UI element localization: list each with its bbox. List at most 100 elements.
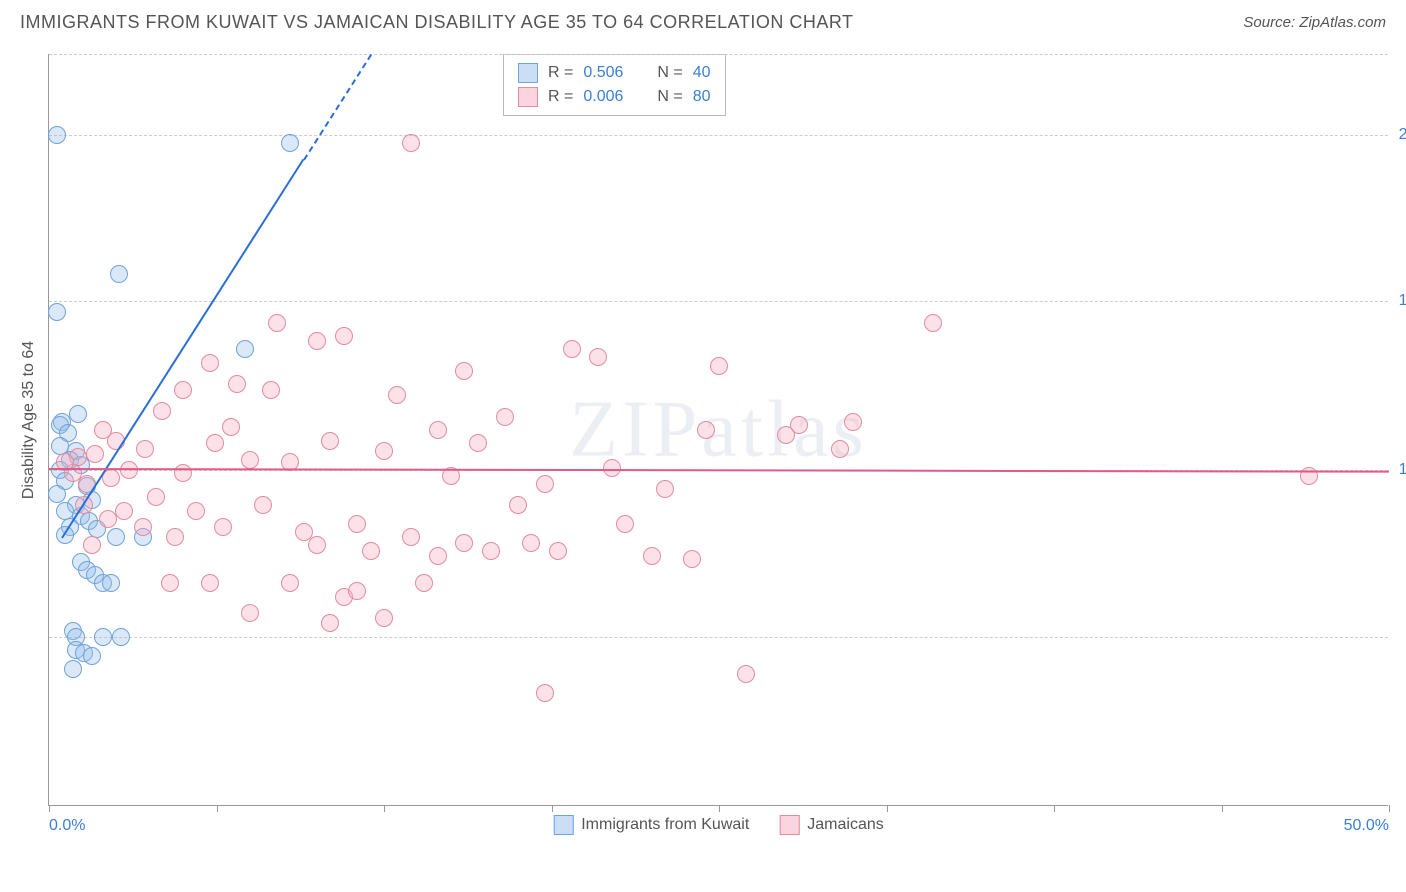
source-prefix: Source: xyxy=(1243,14,1299,31)
data-point xyxy=(48,485,66,503)
x-tick xyxy=(719,805,720,812)
data-point xyxy=(48,126,66,144)
data-point xyxy=(589,348,607,366)
data-point xyxy=(831,440,849,458)
data-point xyxy=(161,574,179,592)
data-point xyxy=(522,534,540,552)
trend-line xyxy=(62,160,305,539)
scatter-chart: ZIPatlas R =0.506N =40R =0.006N =80 Immi… xyxy=(48,54,1388,806)
bottom-legend: Immigrants from Kuwait Jamaicans xyxy=(553,815,884,835)
data-point xyxy=(321,432,339,450)
data-point xyxy=(308,332,326,350)
data-point xyxy=(603,459,621,477)
stats-legend-row: R =0.006N =80 xyxy=(518,85,711,109)
trend-line xyxy=(303,54,372,160)
gridline xyxy=(49,135,1388,136)
data-point xyxy=(64,660,82,678)
legend-swatch xyxy=(518,87,538,107)
data-point xyxy=(308,536,326,554)
data-point xyxy=(469,434,487,452)
data-point xyxy=(924,314,942,332)
data-point xyxy=(112,628,130,646)
data-point xyxy=(710,357,728,375)
data-point xyxy=(134,518,152,536)
data-point xyxy=(549,542,567,560)
data-point xyxy=(402,134,420,152)
gridline xyxy=(49,54,1388,55)
y-tick-label: 12.5% xyxy=(1399,461,1406,479)
stat-r-label: R = xyxy=(548,88,573,106)
data-point xyxy=(102,574,120,592)
data-point xyxy=(94,421,112,439)
data-point xyxy=(241,604,259,622)
data-point xyxy=(1300,467,1318,485)
legend-item: Jamaicans xyxy=(779,815,883,835)
x-tick xyxy=(1222,805,1223,812)
source-attribution: Source: ZipAtlas.com xyxy=(1243,14,1386,31)
data-point xyxy=(83,536,101,554)
data-point xyxy=(429,547,447,565)
x-tick-label: 50.0% xyxy=(1344,817,1389,835)
data-point xyxy=(429,421,447,439)
data-point xyxy=(166,528,184,546)
data-point xyxy=(69,405,87,423)
data-point xyxy=(262,381,280,399)
x-tick xyxy=(887,805,888,812)
data-point xyxy=(110,265,128,283)
legend-item: Immigrants from Kuwait xyxy=(553,815,749,835)
data-point xyxy=(236,340,254,358)
x-tick-label: 0.0% xyxy=(49,817,85,835)
x-tick xyxy=(384,805,385,812)
data-point xyxy=(115,502,133,520)
data-point xyxy=(536,475,554,493)
data-point xyxy=(656,480,674,498)
data-point xyxy=(201,354,219,372)
stat-r-label: R = xyxy=(548,64,573,82)
data-point xyxy=(83,647,101,665)
stat-n-value: 40 xyxy=(693,64,711,82)
data-point xyxy=(482,542,500,560)
y-axis-title: Disability Age 35 to 64 xyxy=(20,341,38,499)
x-tick xyxy=(552,805,553,812)
trend-line xyxy=(49,468,1389,473)
data-point xyxy=(321,614,339,632)
data-point xyxy=(616,515,634,533)
data-point xyxy=(99,510,117,528)
data-point xyxy=(48,303,66,321)
source-name: ZipAtlas.com xyxy=(1299,14,1386,31)
data-point xyxy=(496,408,514,426)
data-point xyxy=(844,413,862,431)
data-point xyxy=(254,496,272,514)
x-tick xyxy=(217,805,218,812)
data-point xyxy=(281,574,299,592)
data-point xyxy=(86,445,104,463)
stat-r-value: 0.006 xyxy=(583,88,623,106)
data-point xyxy=(697,421,715,439)
data-point xyxy=(241,451,259,469)
chart-header: IMMIGRANTS FROM KUWAIT VS JAMAICAN DISAB… xyxy=(0,0,1406,41)
legend-swatch xyxy=(553,815,573,835)
data-point xyxy=(153,402,171,420)
y-tick-label: 25.0% xyxy=(1399,126,1406,144)
data-point xyxy=(214,518,232,536)
gridline xyxy=(49,301,1388,302)
data-point xyxy=(228,375,246,393)
data-point xyxy=(268,314,286,332)
data-point xyxy=(335,327,353,345)
data-point xyxy=(536,684,554,702)
legend-swatch xyxy=(779,815,799,835)
data-point xyxy=(402,528,420,546)
data-point xyxy=(348,582,366,600)
data-point xyxy=(174,464,192,482)
data-point xyxy=(455,362,473,380)
stats-legend-box: R =0.506N =40R =0.006N =80 xyxy=(503,54,726,116)
stat-r-value: 0.506 xyxy=(583,64,623,82)
legend-swatch xyxy=(518,63,538,83)
data-point xyxy=(509,496,527,514)
data-point xyxy=(174,381,192,399)
data-point xyxy=(222,418,240,436)
stats-legend-row: R =0.506N =40 xyxy=(518,61,711,85)
y-tick-label: 18.8% xyxy=(1399,292,1406,310)
data-point xyxy=(281,134,299,152)
data-point xyxy=(362,542,380,560)
